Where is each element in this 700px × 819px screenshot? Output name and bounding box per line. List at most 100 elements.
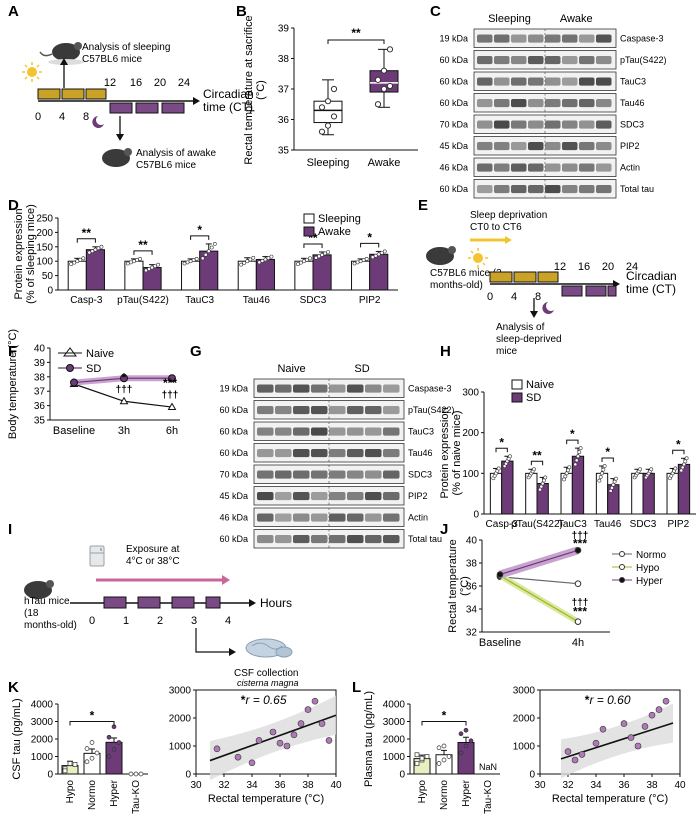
blot-band [562,141,578,151]
blot-band [494,163,510,172]
blot-band [545,163,561,172]
legend-label: Normo [636,550,666,561]
panel-label-i: I [8,521,12,538]
data-point [78,257,83,262]
fridge-icon [89,545,105,567]
blot-band [293,470,310,479]
data-point [566,468,570,473]
y-tick-label: 32 [466,628,478,639]
data-point [248,759,256,767]
blot-band [596,163,612,172]
axis-title-ct: Circadian time (CT) [203,87,254,114]
data-point [600,471,604,476]
blot-band [329,534,346,544]
blot-band [347,405,364,415]
data-point [314,255,318,260]
label-line: CT0 to CT6 [470,222,522,233]
blot-band [511,34,527,43]
significance-mark: * [367,230,372,244]
y-tick-label: 2000 [513,714,536,725]
y-axis-label-line: (°C) [255,80,267,100]
data-point [563,474,568,479]
data-point [382,249,387,254]
data-point [308,256,312,261]
blot-band [257,427,274,436]
x-tick-label: SDC3 [300,295,327,306]
x-tick-label: Casp-3 [486,519,519,530]
blot-band [257,513,274,522]
correlation-label: *r = 0.60 [585,693,631,707]
blot-band [511,141,527,151]
axis-tick-label: 24 [178,77,190,89]
sd-label: Sleep deprivation CT0 to CT6 [470,210,547,233]
blot-band [275,513,292,522]
label-line: Sleep deprivation [470,210,547,221]
blot-band [477,34,493,43]
data-point [182,261,187,266]
chart-b-box: 35 36 37 38 39 Rectal temperature at sacrific… [243,15,418,169]
legend-label: Sleeping [318,213,361,225]
x-tick-label: TauC3 [558,519,587,530]
x-tick-label: 34 [246,780,258,791]
blot-band [528,184,544,194]
blot-band [494,98,510,108]
data-point [119,396,129,405]
significance-mark: *** [573,605,587,619]
data-point [648,711,656,719]
blot-band [275,534,292,544]
label-line: C57BL6 mice [136,160,196,171]
data-point [597,478,602,483]
blot-band [257,384,274,393]
bar [501,460,514,515]
data-point [283,742,291,750]
axis-tick-label: 16 [130,77,142,89]
axis-tick-label: 4 [59,111,65,123]
data-point [326,250,331,254]
blot-kda-label: 60 kDa [219,448,248,458]
y-tick-label: 1000 [383,752,406,763]
y-tick-label: 200 [462,428,479,439]
x-tick-label: pTau(S422) [117,295,169,306]
blot-band [494,34,510,43]
data-point [263,257,268,262]
data-point [168,374,176,383]
data-point [380,67,388,74]
blot-band [347,470,364,479]
data-point [324,98,332,105]
y-tick-label: 2000 [383,735,406,746]
x-tick-label: 32 [218,780,230,791]
data-point [446,754,452,759]
blot-protein-label: Actin [408,512,428,522]
x-tick-label: 36 [618,780,630,791]
data-point [89,740,95,745]
data-point [81,256,86,261]
x-tick-label: 38 [646,780,658,791]
significance-mark: ††† [116,384,133,395]
data-point [564,748,572,755]
data-point [649,467,654,472]
data-point [627,734,635,741]
data-point [93,247,98,252]
data-point [72,260,77,265]
data-point [379,250,384,255]
x-tick-label: Hyper [461,779,472,806]
legend-label: SD [526,392,541,404]
y-tick-label: 0 [473,510,479,521]
blot-band [347,448,364,458]
data-point [571,756,579,764]
axis-tick-label: 0 [35,111,41,123]
axis-tick-label: 20 [154,77,166,89]
data-point [318,104,326,111]
data-point [441,757,447,763]
data-point [358,259,363,264]
data-point [133,771,139,777]
x-tick-label: pTau(S422) [511,519,563,530]
axis-title-ct-e: Circadian time (CT) [626,269,677,296]
y-tick-label: 150 [36,242,53,253]
blot-kda-label: 60 kDa [219,534,248,544]
x-tick-label: TauC3 [185,295,214,306]
data-point [602,464,607,468]
data-point [463,743,469,749]
y-tick-label: 35 [34,416,46,427]
label-line: hTau mice [24,596,70,607]
